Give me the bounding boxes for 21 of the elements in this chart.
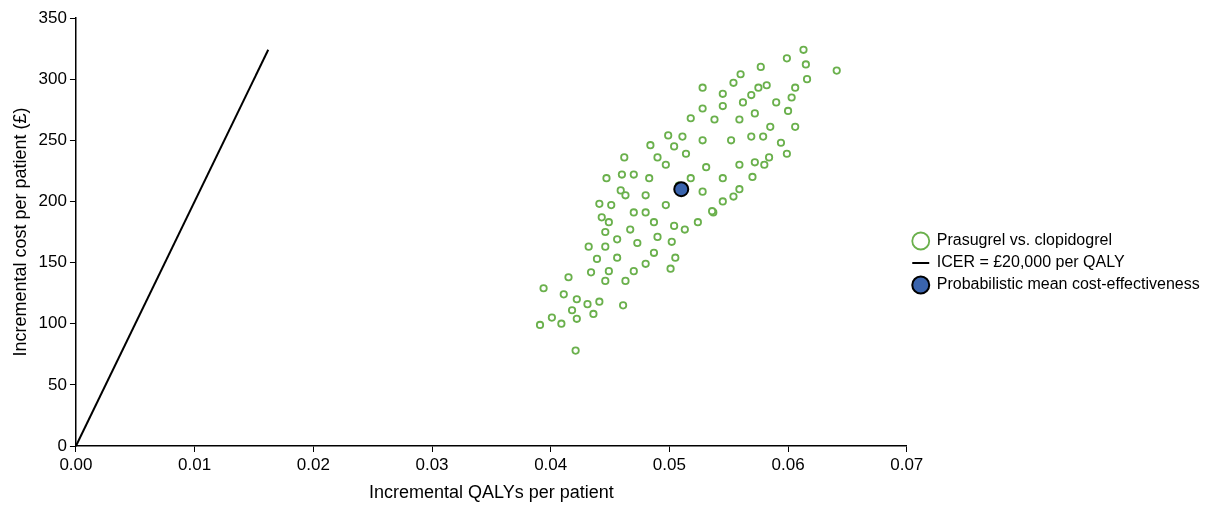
x-tick-label: 0.04 [534, 454, 568, 474]
x-tick-label: 0.05 [652, 454, 686, 474]
y-tick-label: 350 [38, 7, 67, 27]
legend-label: Prasugrel vs. clopidogrel [936, 231, 1112, 249]
y-tick-label: 100 [38, 313, 67, 333]
legend-label: ICER = £20,000 per QALY [936, 253, 1125, 271]
y-tick-label: 250 [38, 129, 67, 149]
legend-label: Probabilistic mean cost-effectiveness [936, 275, 1200, 293]
x-tick-label: 0.03 [415, 454, 449, 474]
y-tick-label: 50 [48, 374, 67, 394]
x-tick-label: 0.00 [59, 454, 93, 474]
y-tick-label: 150 [38, 252, 67, 272]
x-tick-label: 0.01 [178, 454, 212, 474]
y-tick-label: 300 [38, 68, 67, 88]
x-axis-title: Incremental QALYs per patient [368, 482, 614, 503]
x-tick-label: 0.06 [771, 454, 805, 474]
y-tick-label: 0 [57, 435, 67, 455]
y-tick-label: 200 [38, 191, 67, 211]
y-axis-title: Incremental cost per patient (£) [9, 107, 30, 357]
x-tick-label: 0.02 [296, 454, 330, 474]
x-tick-label: 0.07 [890, 454, 924, 474]
